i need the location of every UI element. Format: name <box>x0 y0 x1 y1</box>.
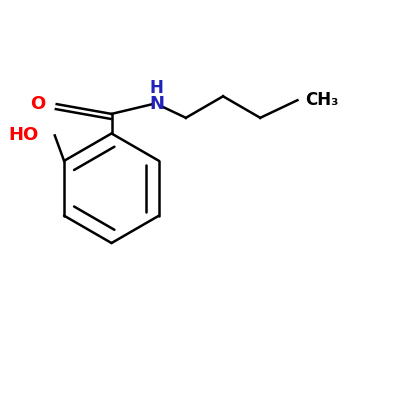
Text: CH₃: CH₃ <box>305 91 339 109</box>
Text: N: N <box>149 95 164 113</box>
Text: H: H <box>150 80 164 98</box>
Text: HO: HO <box>9 126 39 144</box>
Text: O: O <box>30 95 45 113</box>
